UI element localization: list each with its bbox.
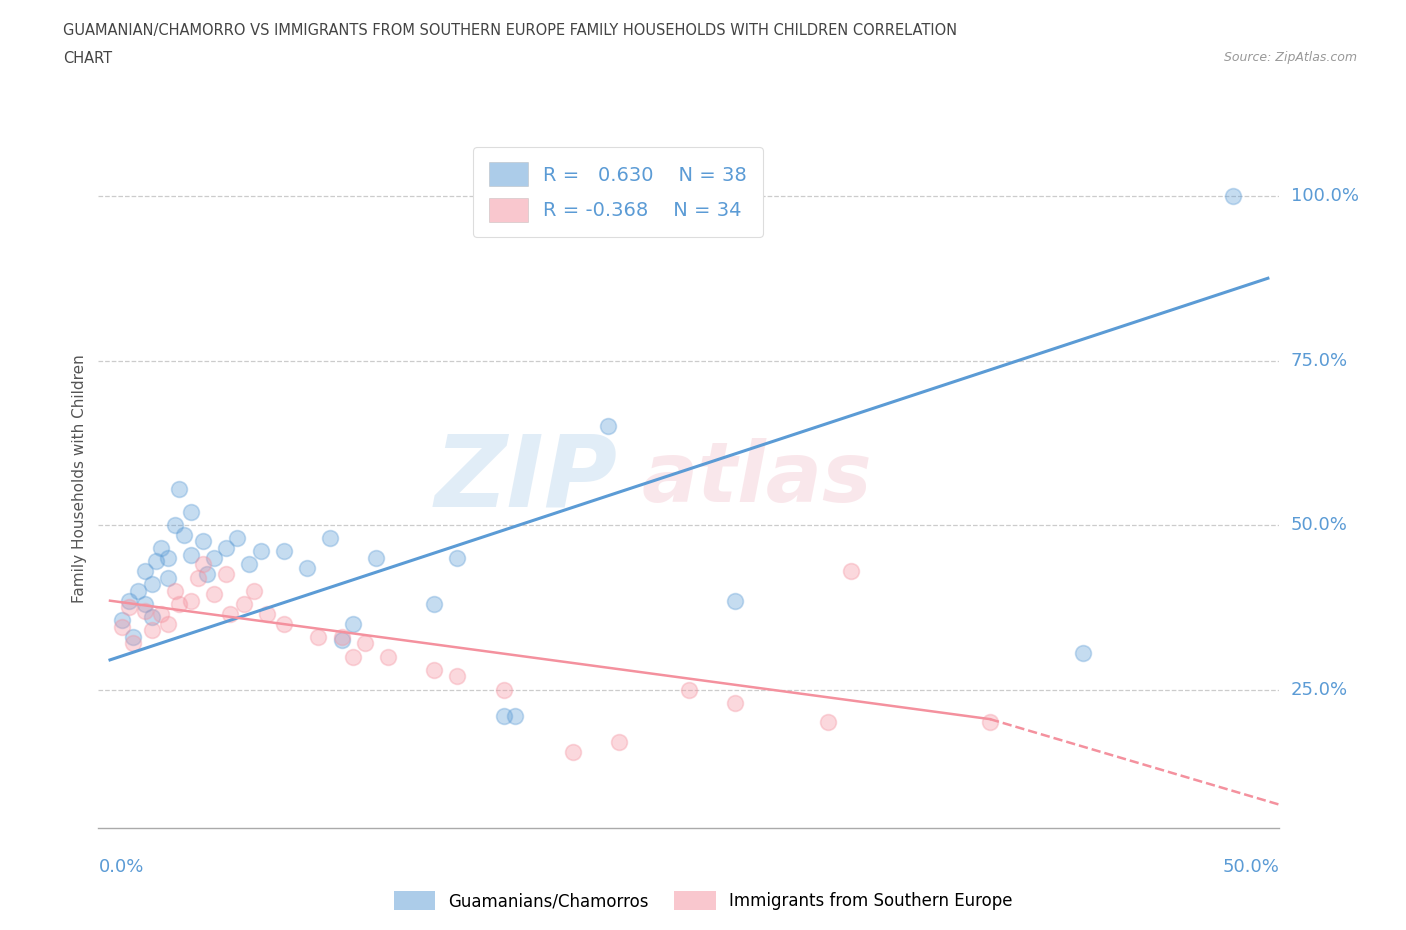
Point bbox=[342, 649, 364, 664]
Point bbox=[273, 617, 295, 631]
Point bbox=[156, 617, 179, 631]
Text: 25.0%: 25.0% bbox=[1291, 681, 1348, 698]
Point bbox=[180, 593, 202, 608]
Point bbox=[215, 567, 238, 582]
Point bbox=[342, 617, 364, 631]
Point bbox=[145, 553, 167, 568]
Point bbox=[180, 504, 202, 519]
Point bbox=[446, 551, 468, 565]
Text: CHART: CHART bbox=[63, 51, 112, 66]
Text: 50.0%: 50.0% bbox=[1291, 516, 1347, 534]
Point bbox=[169, 482, 191, 497]
Point bbox=[180, 547, 202, 562]
Point bbox=[256, 606, 278, 621]
Point bbox=[353, 636, 375, 651]
Point bbox=[202, 551, 225, 565]
Text: ZIP: ZIP bbox=[434, 431, 619, 527]
Point bbox=[562, 745, 585, 760]
Point bbox=[173, 527, 195, 542]
Point bbox=[295, 561, 318, 576]
Point bbox=[156, 551, 179, 565]
Point bbox=[134, 564, 156, 578]
Point bbox=[817, 715, 839, 730]
Point bbox=[307, 630, 329, 644]
Point bbox=[446, 669, 468, 684]
Text: 50.0%: 50.0% bbox=[1223, 858, 1279, 876]
Point bbox=[242, 583, 264, 598]
Point bbox=[110, 619, 132, 634]
Point bbox=[839, 564, 862, 578]
Point bbox=[249, 544, 271, 559]
Point bbox=[169, 596, 191, 611]
Point bbox=[678, 682, 700, 697]
Point bbox=[366, 551, 388, 565]
Text: Source: ZipAtlas.com: Source: ZipAtlas.com bbox=[1223, 51, 1357, 64]
Point bbox=[134, 596, 156, 611]
Y-axis label: Family Households with Children: Family Households with Children bbox=[72, 354, 87, 604]
Point bbox=[724, 593, 747, 608]
Point bbox=[195, 567, 218, 582]
Point bbox=[149, 540, 172, 555]
Point bbox=[117, 593, 139, 608]
Point bbox=[979, 715, 1001, 730]
Point bbox=[330, 630, 353, 644]
Point bbox=[273, 544, 295, 559]
Point bbox=[215, 540, 238, 555]
Point bbox=[226, 531, 249, 546]
Point bbox=[1222, 189, 1244, 204]
Point bbox=[238, 557, 260, 572]
Point bbox=[122, 636, 145, 651]
Text: 0.0%: 0.0% bbox=[98, 858, 143, 876]
Text: 75.0%: 75.0% bbox=[1291, 352, 1348, 369]
Point bbox=[127, 583, 149, 598]
Point bbox=[141, 577, 163, 591]
Point bbox=[191, 557, 214, 572]
Legend: Guamanians/Chamorros, Immigrants from Southern Europe: Guamanians/Chamorros, Immigrants from So… bbox=[387, 884, 1019, 917]
Text: GUAMANIAN/CHAMORRO VS IMMIGRANTS FROM SOUTHERN EUROPE FAMILY HOUSEHOLDS WITH CHI: GUAMANIAN/CHAMORRO VS IMMIGRANTS FROM SO… bbox=[63, 23, 957, 38]
Point bbox=[233, 596, 256, 611]
Point bbox=[1071, 646, 1094, 661]
Point bbox=[110, 613, 132, 628]
Legend: R =   0.630    N = 38, R = -0.368    N = 34: R = 0.630 N = 38, R = -0.368 N = 34 bbox=[474, 147, 762, 237]
Point bbox=[219, 606, 242, 621]
Point bbox=[724, 696, 747, 711]
Point bbox=[163, 583, 186, 598]
Text: 100.0%: 100.0% bbox=[1291, 187, 1358, 205]
Point bbox=[596, 418, 619, 433]
Point bbox=[117, 600, 139, 615]
Point bbox=[423, 662, 446, 677]
Point bbox=[503, 709, 526, 724]
Point bbox=[330, 632, 353, 647]
Point bbox=[492, 709, 515, 724]
Point bbox=[141, 623, 163, 638]
Point bbox=[134, 604, 156, 618]
Point bbox=[202, 587, 225, 602]
Point bbox=[609, 735, 631, 750]
Point bbox=[122, 630, 145, 644]
Point bbox=[149, 606, 172, 621]
Point bbox=[377, 649, 399, 664]
Point bbox=[191, 534, 214, 549]
Point bbox=[319, 531, 342, 546]
Point bbox=[163, 518, 186, 533]
Text: atlas: atlas bbox=[641, 438, 872, 520]
Point bbox=[492, 682, 515, 697]
Point bbox=[156, 570, 179, 585]
Point bbox=[423, 596, 446, 611]
Point bbox=[187, 570, 209, 585]
Point bbox=[141, 610, 163, 625]
